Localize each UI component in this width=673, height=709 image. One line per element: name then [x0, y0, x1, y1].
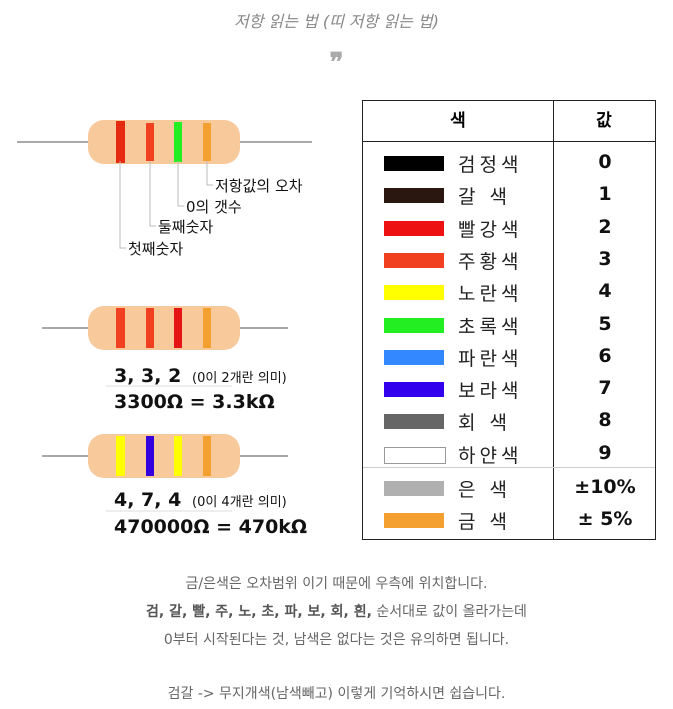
ex1-note: (0이 2개란 의미) [192, 371, 287, 386]
resistor-3: 4, 7, 4 (0이 4개란 의미) 470000Ω = 470kΩ [42, 434, 307, 538]
image-caption: 저항 읽는 법 (띠 저항 읽는 법) [234, 12, 439, 31]
label-second-digit: 둘째숫자 [158, 218, 213, 236]
table-row: 은 색 ±10% [363, 473, 655, 505]
color-swatch [384, 414, 444, 430]
table-row: 하얀색 9 [363, 439, 655, 471]
color-value: 5 [598, 312, 612, 335]
color-value: 1 [598, 183, 612, 206]
note-line-2: 검, 갈, 빨, 주, 노, 초, 파, 보, 회, 흰, 순서대로 값이 올라… [0, 601, 673, 621]
header-value: 값 [553, 101, 655, 142]
ex1-result: 3300Ω = 3.3kΩ [114, 391, 275, 413]
color-value: 3 [598, 247, 612, 270]
band-orange [146, 123, 154, 161]
color-swatch [384, 382, 444, 398]
table-row: 초록색 5 [363, 310, 655, 342]
color-name: 파란색 [458, 347, 523, 370]
ex2-note: (0이 4개란 의미) [192, 495, 287, 510]
color-value: 0 [598, 151, 612, 173]
color-value: 2 [598, 215, 612, 238]
color-swatch [384, 317, 444, 333]
resistor-1: 저항값의 오차 0의 갯수 둘째숫자 첫째숫자 [17, 120, 312, 258]
color-swatch [384, 285, 444, 301]
header-color: 색 [363, 101, 553, 142]
table-row: 파란색 6 [363, 342, 655, 374]
table-row: 보라색 7 [363, 374, 655, 406]
color-name: 노란색 [458, 283, 523, 306]
color-name: 빨강색 [458, 218, 523, 241]
color-name: 하얀색 [458, 444, 523, 467]
resistor-2: 3, 3, 2 (0이 2개란 의미) 3300Ω = 3.3kΩ [42, 306, 288, 413]
color-name: 회 색 [458, 412, 511, 435]
color-value: 8 [598, 409, 612, 432]
color-swatch [384, 481, 444, 496]
color-value: 9 [598, 441, 612, 464]
note-line-2-rest: 순서대로 값이 올라가는데 [371, 604, 527, 620]
color-swatch [384, 156, 444, 171]
table-row: 검정색 0 [363, 148, 655, 180]
note-bold-sequence: 검, 갈, 빨, 주, 노, 초, 파, 보, 회, 흰, [146, 604, 372, 620]
table-row: 빨강색 2 [363, 213, 655, 245]
ex2-digits: 4, 7, 4 [114, 489, 181, 511]
color-value: ±10% [574, 476, 636, 498]
color-swatch [384, 349, 444, 365]
color-swatch [384, 220, 444, 236]
color-name: 보라색 [458, 380, 523, 403]
color-value: ± 5% [577, 508, 633, 531]
color-name: 금 색 [458, 511, 511, 534]
label-first-digit: 첫째숫자 [128, 240, 183, 258]
ex2-result: 470000Ω = 470kΩ [114, 516, 307, 538]
table-row: 갈 색 1 [363, 180, 655, 212]
band-gold [203, 123, 211, 161]
note-line-3: 0부터 시작된다는 것, 남색은 없다는 것은 유의하면 됩니다. [163, 632, 510, 648]
resistor-diagram: 저항값의 오차 0의 갯수 둘째숫자 첫째숫자 3, 3, 2 (0이 2개란 … [17, 120, 312, 538]
table-row: 회 색 8 [363, 406, 655, 438]
note-line-1: 금/은색은 오차범위 이기 때문에 우측에 위치합니다. [185, 576, 488, 592]
color-name: 은 색 [458, 479, 511, 501]
table-row: 노란색 4 [363, 277, 655, 309]
color-name: 갈 색 [458, 186, 511, 209]
color-swatch [384, 446, 446, 464]
color-name: 주황색 [458, 250, 523, 273]
color-swatch [384, 252, 444, 268]
color-value: 6 [598, 344, 612, 367]
color-value: 7 [598, 377, 612, 400]
quote-icon: ❞ [329, 48, 344, 78]
color-code-table: 색 값 검정색 0 갈 색 1 빨강색 2 주황색 3 노란색 4 초록색 5 … [362, 100, 656, 540]
color-value: 4 [598, 280, 612, 303]
label-tolerance: 저항값의 오차 [215, 177, 303, 195]
note-line-4: 검갈 -> 무지개색(남색빼고) 이렇게 기억하시면 쉽습니다. [167, 686, 506, 702]
band-green [174, 122, 182, 162]
band-red [116, 121, 125, 163]
column-divider [553, 101, 554, 539]
color-swatch [384, 513, 444, 529]
color-name: 초록색 [458, 315, 523, 338]
ex1-digits: 3, 3, 2 [114, 365, 181, 387]
table-row: 주황색 3 [363, 245, 655, 277]
color-swatch [384, 188, 444, 204]
row-divider [363, 467, 655, 468]
label-zeros: 0의 갯수 [186, 198, 242, 216]
color-name: 검정색 [458, 154, 523, 176]
table-row: 금 색 ± 5% [363, 505, 655, 537]
